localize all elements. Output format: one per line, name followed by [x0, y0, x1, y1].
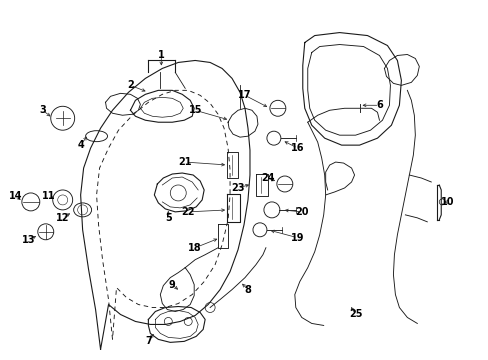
- Text: 20: 20: [294, 207, 308, 217]
- Text: 19: 19: [290, 233, 304, 243]
- Text: 23: 23: [231, 183, 244, 193]
- Text: 14: 14: [9, 191, 22, 201]
- Text: 8: 8: [244, 284, 251, 294]
- Text: 21: 21: [178, 157, 192, 167]
- Text: 1: 1: [158, 50, 164, 60]
- Text: 6: 6: [375, 100, 382, 110]
- Text: 3: 3: [40, 105, 46, 115]
- Text: 16: 16: [290, 143, 304, 153]
- Text: 11: 11: [42, 191, 56, 201]
- Text: 24: 24: [261, 173, 274, 183]
- Text: 4: 4: [77, 140, 84, 150]
- Text: 12: 12: [56, 213, 69, 223]
- Text: 9: 9: [168, 280, 175, 289]
- Text: 25: 25: [348, 310, 362, 319]
- Text: 13: 13: [22, 235, 36, 245]
- Text: 17: 17: [238, 90, 251, 100]
- Text: 10: 10: [440, 197, 453, 207]
- Text: 15: 15: [188, 105, 202, 115]
- Text: 5: 5: [164, 213, 171, 223]
- Text: 7: 7: [145, 336, 151, 346]
- Text: 18: 18: [188, 243, 202, 253]
- Text: 2: 2: [127, 80, 134, 90]
- Text: 22: 22: [181, 207, 195, 217]
